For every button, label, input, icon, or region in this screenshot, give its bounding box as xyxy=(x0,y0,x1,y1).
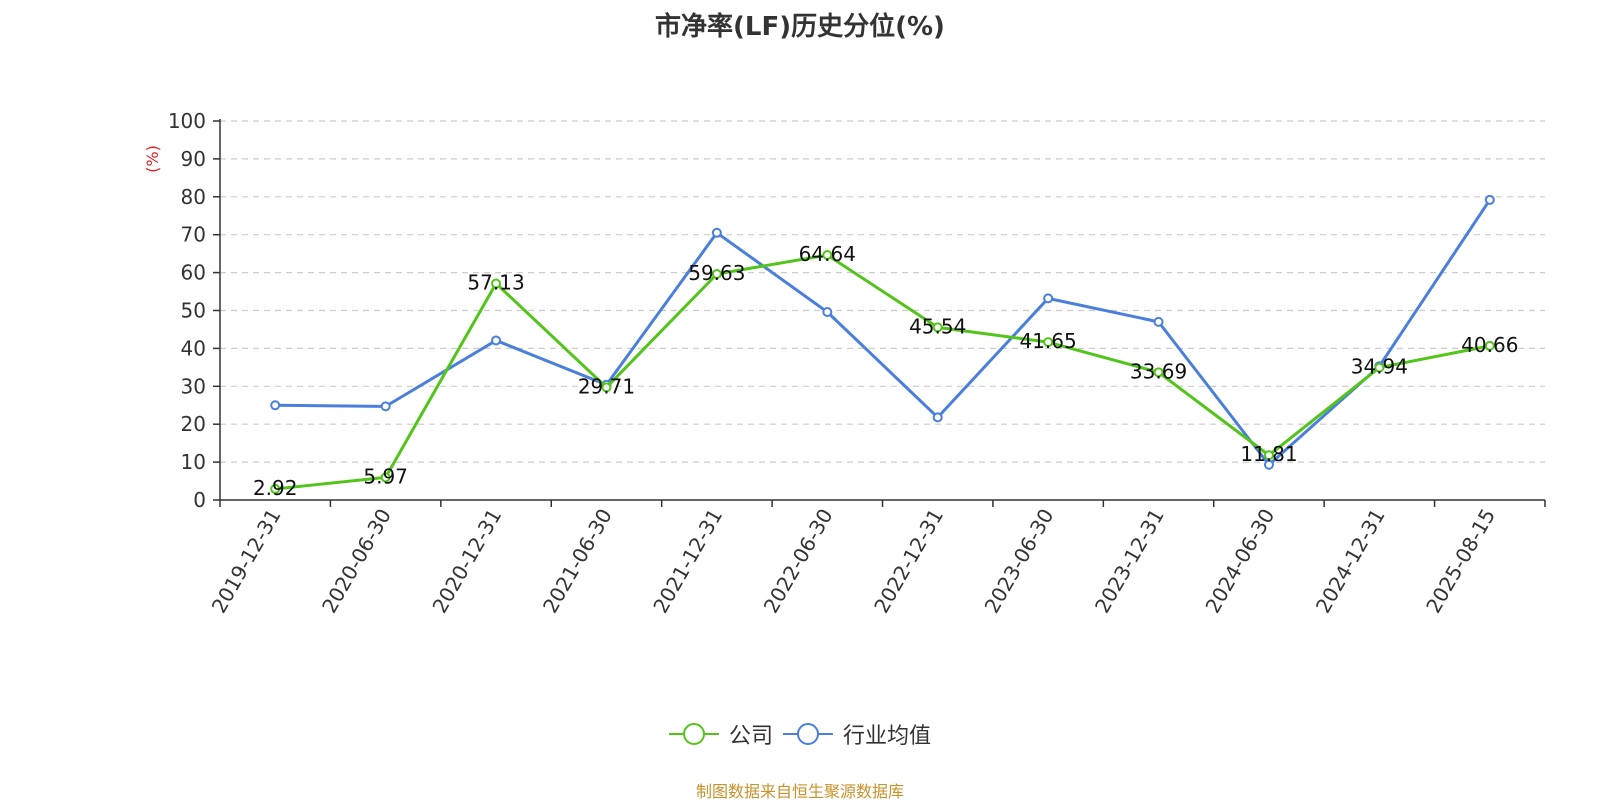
x-tick-label: 2024-12-31 xyxy=(1311,505,1390,618)
y-tick-label: 100 xyxy=(168,109,206,133)
data-label: 59.63 xyxy=(688,261,745,285)
legend-label-company: 公司 xyxy=(728,724,773,749)
y-axis-unit-label: (%) xyxy=(143,145,162,173)
grid-lines xyxy=(220,120,1545,463)
x-tick-label: 2023-12-31 xyxy=(1090,505,1169,618)
data-point xyxy=(491,335,502,346)
x-tick-label: 2020-06-30 xyxy=(317,505,396,618)
x-tick-label: 2021-06-30 xyxy=(538,505,617,618)
x-tick-label: 2021-12-31 xyxy=(648,505,727,618)
y-tick-label: 10 xyxy=(181,450,206,474)
data-label: 57.13 xyxy=(467,270,524,294)
source-note: 制图数据来自恒生聚源数据库 xyxy=(695,782,904,801)
data-point xyxy=(711,269,722,280)
data-point xyxy=(1484,194,1495,205)
series-line-1 xyxy=(275,199,1492,467)
y-tick-label: 90 xyxy=(181,147,206,171)
x-tick-label: 2022-12-31 xyxy=(869,504,948,617)
data-point xyxy=(601,382,612,393)
y-tick-label: 0 xyxy=(193,488,206,512)
data-label: 5.97 xyxy=(363,464,408,488)
y-tick-label: 60 xyxy=(181,261,206,285)
data-point xyxy=(1043,337,1054,348)
data-label: 45.54 xyxy=(909,314,966,338)
legend-marker-company-icon xyxy=(668,723,719,745)
legend: 公司 行业均值 xyxy=(0,718,1600,750)
data-label: 41.65 xyxy=(1019,329,1076,353)
data-point xyxy=(1043,293,1054,304)
data-label: 33.69 xyxy=(1130,359,1187,383)
y-tick-label: 50 xyxy=(181,299,206,323)
data-point xyxy=(822,250,833,261)
data-point xyxy=(1263,459,1274,470)
data-point xyxy=(1484,340,1495,351)
data-point xyxy=(491,278,502,289)
data-point xyxy=(1153,316,1164,327)
x-tick-label: 2020-12-31 xyxy=(427,504,506,617)
legend-label-industry-average: 行业均值 xyxy=(843,724,932,749)
data-point xyxy=(711,227,722,238)
data-point xyxy=(380,472,391,483)
series-lines xyxy=(270,194,1495,494)
chart-title: 市净率(LF)历史分位(%) xyxy=(655,12,945,42)
data-point xyxy=(270,400,281,411)
y-tick-label: 30 xyxy=(181,374,206,398)
legend-item-industry-average[interactable]: 行业均值 xyxy=(783,718,931,750)
y-tick-label: 80 xyxy=(181,185,206,209)
axes xyxy=(213,119,1546,507)
data-point xyxy=(380,401,391,412)
data-label: 40.66 xyxy=(1461,333,1518,357)
y-axis-tick-labels: 0 10 20 30 40 50 60 70 80 90 100 xyxy=(168,109,206,512)
x-tick-label: 2022-06-30 xyxy=(759,505,838,618)
data-point xyxy=(270,483,281,494)
data-point xyxy=(1153,367,1164,378)
x-axis-tick-labels: 2019-12-31 2020-06-30 2020-12-31 2021-06-30… xyxy=(207,504,1500,617)
data-label: 2.92 xyxy=(253,476,298,500)
data-label: 11.81 xyxy=(1240,442,1297,466)
data-labels: 2.92 5.97 57.13 29.71 59.63 64.64 45.54 41.65 33… xyxy=(253,242,1518,500)
data-label: 64.64 xyxy=(799,242,856,266)
series-line-0 xyxy=(275,253,1491,491)
data-point xyxy=(1374,362,1385,373)
y-tick-label: 20 xyxy=(181,412,206,436)
data-label: 34.94 xyxy=(1351,355,1408,379)
data-point xyxy=(1263,450,1274,461)
data-point xyxy=(822,307,833,318)
legend-marker-industry-average-icon xyxy=(783,723,833,745)
y-tick-label: 40 xyxy=(181,336,206,360)
x-tick-label: 2019-12-31 xyxy=(207,505,286,618)
data-label: 29.71 xyxy=(578,374,635,398)
x-tick-label: 2024-06-30 xyxy=(1200,505,1279,618)
y-tick-label: 70 xyxy=(181,223,206,247)
data-point xyxy=(932,412,943,423)
x-tick-label: 2025-08-15 xyxy=(1421,505,1500,618)
legend-item-company[interactable]: 公司 xyxy=(668,718,773,750)
x-tick-label: 2023-06-30 xyxy=(980,505,1059,618)
data-point xyxy=(932,322,943,333)
